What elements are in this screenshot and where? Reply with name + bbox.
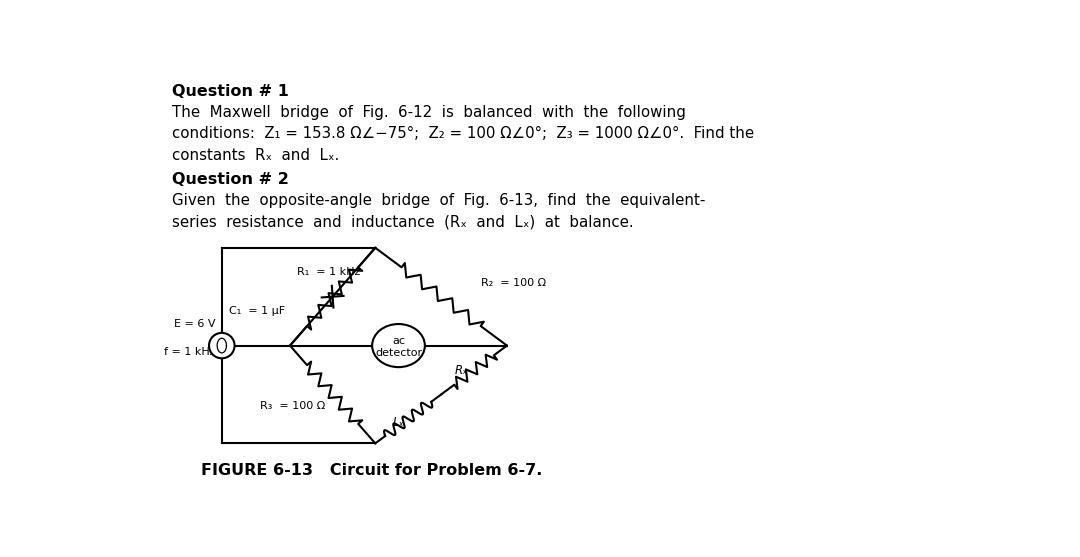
Text: R₁  = 1 kHz: R₁ = 1 kHz (297, 267, 361, 277)
Text: R₃  = 100 Ω: R₃ = 100 Ω (259, 400, 325, 411)
Circle shape (210, 333, 234, 358)
Text: series  resistance  and  inductance  (Rₓ  and  Lₓ)  at  balance.: series resistance and inductance (Rₓ and… (172, 214, 634, 229)
Text: C₁  = 1 μF: C₁ = 1 μF (229, 306, 285, 316)
Ellipse shape (373, 324, 424, 367)
Text: Rₓ: Rₓ (455, 364, 469, 377)
Text: conditions:  Z₁ = 153.8 Ω∠−75°;  Z₂ = 100 Ω∠0°;  Z₃ = 1000 Ω∠0°.  Find the: conditions: Z₁ = 153.8 Ω∠−75°; Z₂ = 100 … (172, 126, 754, 141)
Text: detector: detector (375, 348, 422, 358)
Text: Question # 2: Question # 2 (172, 172, 289, 187)
Text: Lₓ: Lₓ (392, 416, 404, 429)
Text: Question # 1: Question # 1 (172, 84, 289, 99)
Text: constants  Rₓ  and  Lₓ.: constants Rₓ and Lₓ. (172, 148, 339, 163)
Text: The  Maxwell  bridge  of  Fig.  6-12  is  balanced  with  the  following: The Maxwell bridge of Fig. 6-12 is balan… (172, 105, 686, 120)
Text: ac: ac (392, 336, 405, 346)
Text: Given  the  opposite-angle  bridge  of  Fig.  6-13,  find  the  equivalent-: Given the opposite-angle bridge of Fig. … (172, 193, 705, 208)
Text: E = 6 V: E = 6 V (174, 319, 216, 329)
Text: f = 1 kHz: f = 1 kHz (164, 347, 216, 356)
Text: R₂  = 100 Ω: R₂ = 100 Ω (482, 278, 546, 288)
Text: FIGURE 6-13   Circuit for Problem 6-7.: FIGURE 6-13 Circuit for Problem 6-7. (201, 463, 542, 478)
